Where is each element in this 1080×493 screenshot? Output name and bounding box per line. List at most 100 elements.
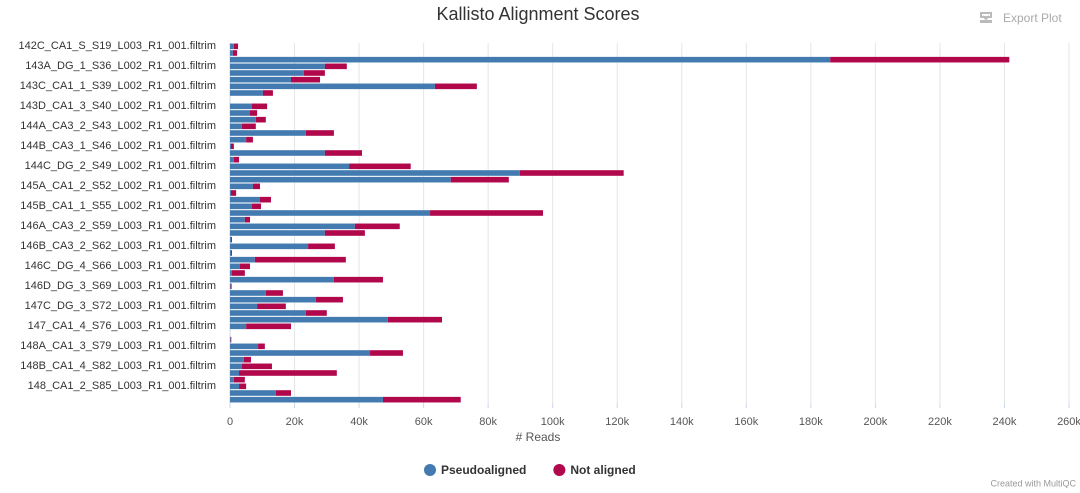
bar-segment [230, 130, 306, 136]
x-tick-label: 180k [799, 416, 823, 428]
bar-segment [230, 190, 231, 196]
export-button[interactable]: Export Plot [980, 11, 1062, 25]
bar-segment [252, 183, 261, 190]
bar-segment [230, 103, 252, 110]
bar-segment [233, 156, 240, 163]
bar-segment [230, 343, 259, 350]
bar-segment [830, 56, 1010, 63]
y-tick-label: 144A_CA3_2_S43_L002_R1_001.filtrim [20, 120, 216, 132]
bar-segment [241, 363, 272, 370]
bar-segment [230, 256, 255, 263]
y-tick-label: 148B_CA1_4_S82_L003_R1_001.filtrim [20, 360, 216, 372]
bar-segment [230, 336, 232, 343]
x-tick-label: 240k [993, 416, 1017, 428]
bar-segment [251, 103, 268, 110]
bar-segment [232, 50, 238, 56]
bar-segment [239, 383, 247, 390]
x-tick-label: 100k [541, 416, 565, 428]
bar-segment [230, 190, 237, 196]
bar-segment [241, 123, 256, 130]
bar-segment [230, 350, 371, 356]
bar-segment [230, 50, 233, 56]
bar-segment [251, 203, 261, 210]
bar-segment [354, 223, 400, 230]
y-tick-label: 148A_CA1_3_S79_L003_R1_001.filtrim [20, 340, 216, 352]
bar-segment [246, 323, 291, 330]
bar-segment [255, 116, 266, 123]
y-tick-label: 144B_CA3_1_S46_L002_R1_001.filtrim [20, 140, 216, 152]
bar-segment [230, 176, 451, 183]
bar-segment [250, 110, 258, 116]
export-icon-base [980, 20, 992, 23]
bar-segment [257, 303, 286, 310]
bar-segment [254, 256, 346, 263]
bar-segment [519, 170, 624, 176]
bar-segment [230, 396, 383, 403]
bar-segment [230, 303, 258, 310]
bar-segment [303, 70, 325, 76]
bar-segment [230, 56, 831, 63]
bar-segment [230, 370, 240, 376]
export-label[interactable]: Export Plot [1003, 11, 1062, 25]
x-tick-label: 0 [227, 416, 233, 428]
credit: Created with MultiQC [990, 478, 1076, 488]
bar-segment [230, 90, 263, 96]
bar-segment [324, 63, 347, 70]
bar-segment [230, 236, 231, 243]
y-tick-label: 144C_DG_2_S49_L002_R1_001.filtrim [25, 160, 216, 172]
bar-segment [305, 130, 334, 136]
bar-segment [230, 376, 234, 383]
bar-segment [230, 143, 234, 150]
bar-segment [230, 243, 309, 250]
bar-segment [434, 83, 477, 90]
bar-segment [246, 136, 253, 143]
y-tick-label: 146B_CA3_2_S62_L003_R1_001.filtrim [20, 240, 216, 252]
legend-marker [424, 464, 436, 476]
bar-segment [230, 76, 291, 83]
x-tick-label: 40k [350, 416, 368, 428]
bar-segment [333, 276, 383, 283]
bar-segment [230, 203, 252, 210]
bar-segment [230, 116, 256, 123]
bar-segment [230, 210, 431, 216]
bar-segment [305, 310, 327, 316]
bar-segment [233, 43, 239, 50]
bar-segment [324, 230, 365, 236]
legend-marker [553, 464, 566, 476]
bar-segment [230, 196, 261, 203]
bar-segment [230, 163, 350, 170]
bar-segment [315, 296, 343, 303]
bar-segment [230, 310, 306, 316]
y-tick-label: 142C_CA1_S_S19_L003_R1_001.filtrim [18, 40, 216, 52]
bar-segment [231, 270, 245, 276]
x-tick-label: 220k [928, 416, 952, 428]
x-tick-label: 80k [479, 416, 497, 428]
bar-segment [370, 350, 403, 356]
bar-segment [230, 70, 304, 76]
x-tick-label: 140k [670, 416, 694, 428]
x-axis-label: # Reads [516, 430, 561, 444]
bar-segment [258, 343, 265, 350]
bar-segment [240, 263, 251, 270]
y-tick-label: 145B_CA1_1_S55_L002_R1_001.filtrim [20, 200, 216, 212]
bar-segment [230, 136, 247, 143]
bar-segment [382, 396, 461, 403]
bar-segment [230, 363, 242, 370]
bar-segment [230, 143, 231, 150]
y-tick-label: 143C_CA1_1_S39_L002_R1_001.filtrim [20, 80, 216, 92]
bar-segment [243, 356, 251, 363]
bar-segment [230, 250, 232, 256]
bar-segment [230, 296, 316, 303]
bar-segment [230, 383, 240, 390]
bar-segment [230, 250, 231, 256]
bar-segment [290, 76, 321, 83]
bar-segment [230, 236, 232, 243]
bar-segment [230, 216, 245, 223]
y-tick-label: 143D_CA1_3_S40_L002_R1_001.filtrim [20, 100, 216, 112]
bar-segment [230, 283, 231, 290]
bar-segment [244, 216, 251, 223]
bar-segment [230, 123, 242, 130]
bar-segment [230, 83, 435, 90]
bar-segment [230, 183, 253, 190]
